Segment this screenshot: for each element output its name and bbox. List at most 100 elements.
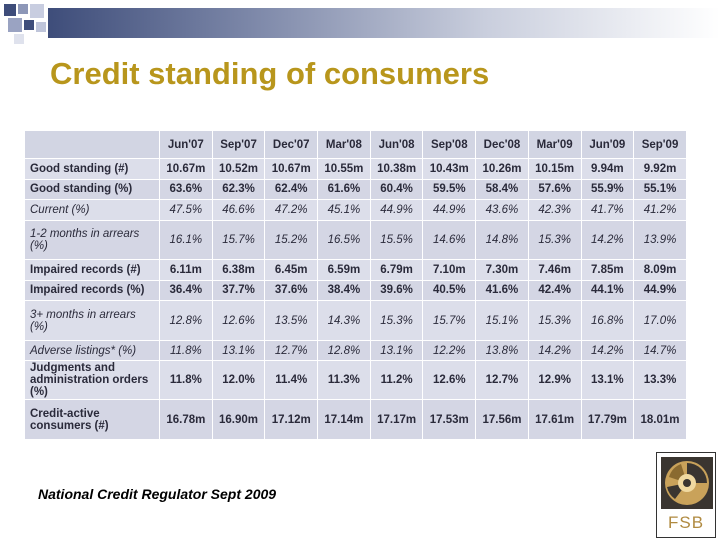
table-cell: 15.1% [475, 300, 529, 341]
table-cell: 36.4% [159, 279, 213, 302]
table-cell: 17.0% [633, 300, 687, 341]
table-cell: 14.2% [580, 219, 635, 261]
row-label: Judgments and administration orders (%) [24, 360, 160, 401]
table-cell: 47.2% [264, 199, 319, 221]
table-cell: 6.38m [211, 259, 266, 281]
table-cell: 11.8% [159, 360, 213, 401]
table-cell: 12.9% [527, 360, 582, 401]
table-cell: 14.8% [475, 219, 529, 261]
corner-decoration [0, 0, 60, 50]
fsb-logo: FSB [656, 452, 716, 538]
table-cell: 7.10m [422, 259, 477, 281]
table-cell: 14.6% [422, 219, 477, 261]
row-label: 1-2 months in arrears (%) [24, 219, 160, 261]
table-cell: 10.43m [422, 158, 477, 180]
row-label: 3+ months in arrears (%) [24, 300, 160, 341]
table-cell: 14.3% [317, 300, 371, 341]
column-header: Dec'08 [475, 130, 529, 159]
table-cell: 39.6% [369, 279, 424, 302]
table-cell: 17.17m [369, 399, 424, 440]
table-row: Impaired records (%) 36.4% 37.7% 37.6% 38.4%… [24, 279, 687, 302]
table-cell: 17.12m [264, 399, 319, 440]
table-cell: 16.5% [317, 219, 371, 261]
table-cell: 47.5% [159, 199, 213, 221]
table-cell: 6.79m [369, 259, 424, 281]
column-header: Mar'08 [317, 130, 371, 159]
table-cell: 12.8% [317, 339, 371, 362]
corner-cell [24, 130, 160, 159]
table-cell: 43.6% [475, 199, 529, 221]
column-header: Jun'08 [369, 130, 424, 159]
table-cell: 12.2% [422, 339, 477, 362]
row-label: Adverse listings* (%) [24, 339, 160, 362]
row-label: Credit-active consumers (#) [24, 399, 160, 440]
table-row: Credit-active consumers (#) 16.78m 16.90m 1… [24, 399, 687, 440]
table-cell: 15.2% [264, 219, 319, 261]
table-cell: 44.9% [422, 199, 477, 221]
table-cell: 17.53m [422, 399, 477, 440]
credit-standing-table: Jun'07 Sep'07 Dec'07 Mar'08 Jun'08 Sep'0… [24, 130, 687, 440]
column-header: Jun'09 [580, 130, 635, 159]
table-cell: 6.59m [317, 259, 371, 281]
table-cell: 11.3% [317, 360, 371, 401]
table-cell: 42.3% [527, 199, 582, 221]
column-header: Dec'07 [264, 130, 319, 159]
row-label: Impaired records (#) [24, 259, 160, 281]
table-cell: 14.7% [633, 339, 687, 362]
table-cell: 12.8% [159, 300, 213, 341]
table-cell: 8.09m [633, 259, 687, 281]
table-cell: 37.7% [211, 279, 266, 302]
table-cell: 44.1% [580, 279, 635, 302]
table-cell: 14.2% [527, 339, 582, 362]
table-cell: 44.9% [633, 279, 687, 302]
table-cell: 13.1% [211, 339, 266, 362]
table-cell: 12.0% [211, 360, 266, 401]
table-cell: 40.5% [422, 279, 477, 302]
table-cell: 11.2% [369, 360, 424, 401]
table-row: 1-2 months in arrears (%) 16.1% 15.7% 15.2%… [24, 219, 687, 261]
table-cell: 12.7% [475, 360, 529, 401]
table-cell: 7.46m [527, 259, 582, 281]
column-header: Mar'09 [527, 130, 582, 159]
table-cell: 10.15m [527, 158, 582, 180]
fsb-emblem-icon [661, 457, 713, 509]
table-cell: 41.6% [475, 279, 529, 302]
table-cell: 55.9% [580, 178, 635, 201]
table-cell: 45.1% [317, 199, 371, 221]
table-cell: 44.9% [369, 199, 424, 221]
column-header: Sep'08 [422, 130, 477, 159]
table-cell: 11.8% [159, 339, 213, 362]
table-row: Good standing (#) 10.67m 10.52m 10.67m 10.55… [24, 158, 687, 180]
table-cell: 13.3% [633, 360, 687, 401]
slide-title: Credit standing of consumers [50, 56, 490, 91]
table-cell: 18.01m [633, 399, 687, 440]
logo-wordmark: FSB [667, 513, 705, 532]
table-cell: 12.6% [211, 300, 266, 341]
table-cell: 13.1% [369, 339, 424, 362]
table-row: 3+ months in arrears (%) 12.8% 12.6% 13.5% 1… [24, 300, 687, 341]
table-row: Adverse listings* (%) 11.8% 13.1% 12.7% 12.8… [24, 339, 687, 362]
table-cell: 17.79m [580, 399, 635, 440]
table-row: Impaired records (#) 6.11m 6.38m 6.45m 6.59m… [24, 259, 687, 281]
table-cell: 60.4% [369, 178, 424, 201]
table-cell: 16.8% [580, 300, 635, 341]
table-cell: 15.3% [369, 300, 424, 341]
credit-table-container: Jun'07 Sep'07 Dec'07 Mar'08 Jun'08 Sep'0… [24, 130, 687, 440]
table-cell: 16.90m [211, 399, 266, 440]
table-cell: 15.5% [369, 219, 424, 261]
table-cell: 55.1% [633, 178, 687, 201]
table-cell: 10.67m [264, 158, 319, 180]
table-cell: 11.4% [264, 360, 319, 401]
table-cell: 7.30m [475, 259, 529, 281]
column-header: Sep'07 [211, 130, 266, 159]
column-header: Jun'07 [159, 130, 213, 159]
table-cell: 38.4% [317, 279, 371, 302]
table-cell: 7.85m [580, 259, 635, 281]
table-cell: 41.7% [580, 199, 635, 221]
table-cell: 13.8% [475, 339, 529, 362]
table-cell: 37.6% [264, 279, 319, 302]
table-cell: 10.38m [369, 158, 424, 180]
table-cell: 61.6% [317, 178, 371, 201]
table-cell: 59.5% [422, 178, 477, 201]
table-cell: 57.6% [527, 178, 582, 201]
